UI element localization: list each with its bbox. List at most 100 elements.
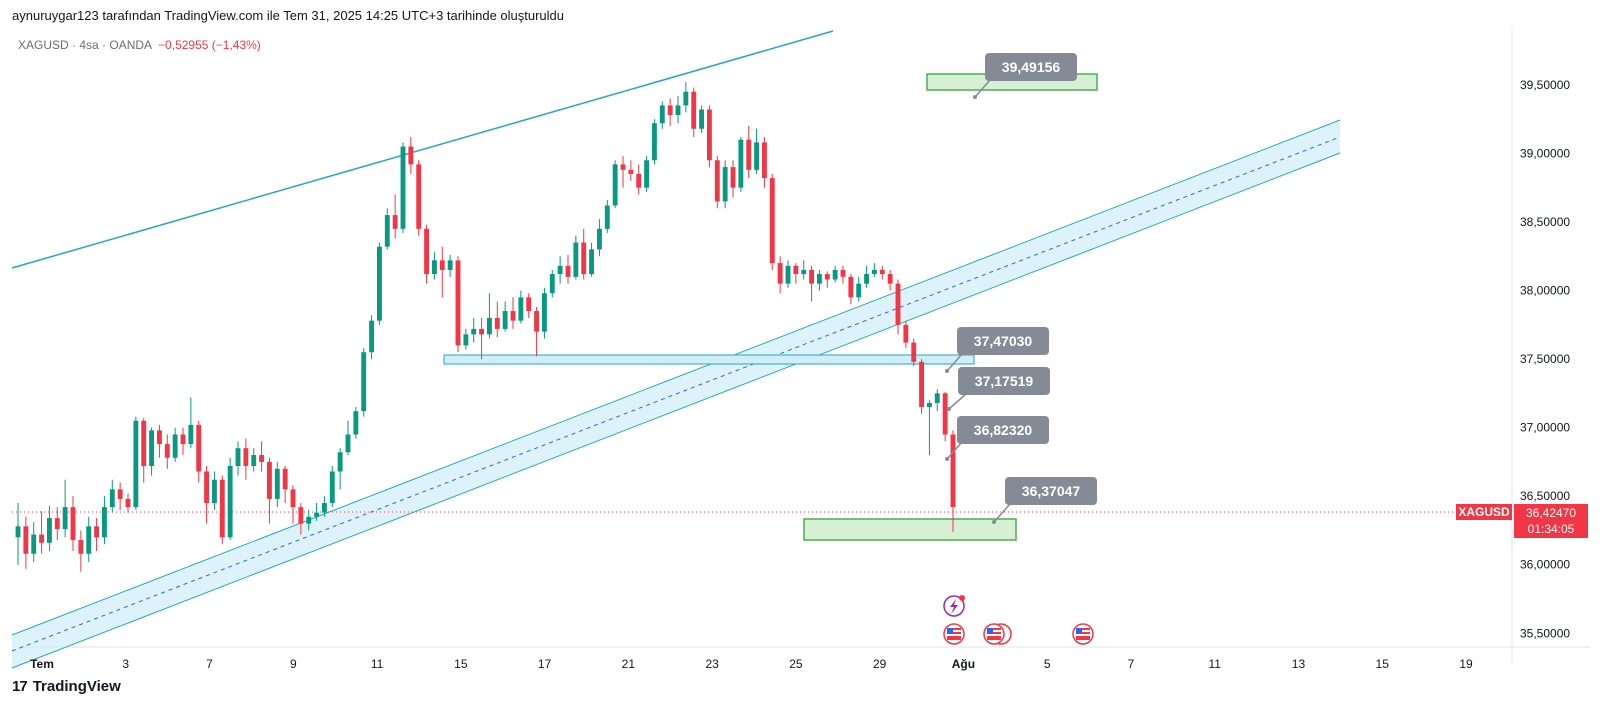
tradingview-logo: 17 [12,678,28,695]
candle-down [298,507,304,524]
candle-down [824,274,830,280]
callout-36-82320[interactable]: 36,82320 [945,416,1049,461]
candle-up [549,274,555,294]
candle-down [479,328,485,335]
callout-pointer [994,503,1011,522]
target-zone-bottom[interactable] [803,518,1017,541]
candle-down [746,139,752,170]
callout-37-47030[interactable]: 37,47030 [945,327,1049,373]
candle-up [384,215,390,247]
candle-up [31,534,37,554]
candle-down [769,178,775,264]
x-tick-label: 5 [1044,657,1051,671]
callout-39-49156[interactable]: 39,49156 [973,53,1077,99]
candle-up [400,146,406,229]
callout-text: 36,37047 [1022,483,1081,499]
candle-up [557,265,563,275]
lightning-event-icon[interactable] [943,595,965,617]
tradingview-brand: TradingView [32,678,121,695]
candle-up [337,452,343,472]
candle-up [15,526,21,538]
candle-down [667,105,673,116]
x-tick-label: 15 [1376,657,1390,671]
callout-36-37047[interactable]: 36,37047 [992,477,1097,524]
price-change: −0,52955 (−1,43%) [158,38,261,52]
candle-down [510,311,516,321]
us-flag-event-icon[interactable] [943,623,965,645]
callout-anchor [973,95,977,99]
x-tick-label: 9 [290,657,297,671]
channel-upper-line[interactable] [11,119,1341,636]
candle-down [117,489,123,499]
candle-down [628,169,634,174]
candle-down [777,263,783,284]
candle-down [793,265,799,275]
candle-up [699,109,705,129]
candle-down [204,471,210,504]
candle-up [361,352,367,412]
callout-anchor [945,457,949,461]
candle-up [321,503,327,513]
candle-up [934,393,940,403]
candle-down [706,109,712,161]
callout-text: 39,49156 [1002,59,1061,75]
candle-down [730,167,736,188]
candle-up [864,274,870,284]
candle-up [518,297,524,321]
candle-down [94,526,100,538]
candle-up [101,507,107,538]
candle-up [211,479,217,504]
candle-down [54,518,60,530]
candle-countdown: 01:34:05 [1528,522,1575,536]
candle-up [431,260,437,275]
us-flag-event-icon[interactable] [983,623,1012,645]
candle-up [683,91,689,106]
callout-box [957,327,1049,355]
time-axis[interactable]: Tem 3 7 9 11 15 17 21 23 25 29 Ağu 5 7 11 13 15 19 [30,657,1473,671]
candle-down [895,283,901,325]
symbol-info: XAGUSD · 4sa · OANDA −0,52955 (−1,43%) [18,38,261,52]
candle-down [534,311,540,332]
candle-up [573,242,579,277]
callout-box [985,53,1077,81]
candle-down [78,540,84,554]
x-tick-label: Ağu [952,657,975,671]
callout-37-17519[interactable]: 37,17519 [947,367,1050,411]
candle-up [659,105,665,124]
y-tick-label: 38,00000 [1520,284,1570,298]
candle-down [439,260,445,270]
tradingview-footer[interactable]: 17 TradingView [12,678,121,695]
candle-down [903,324,909,343]
candle-up [345,434,351,453]
channel-lower-line[interactable] [11,152,1341,669]
candle-up [856,283,862,298]
candle-up [369,320,375,353]
candle-up [754,142,760,170]
candle-up [463,334,469,346]
candle-up [353,411,359,435]
price-axis[interactable]: 35,50000 36,00000 36,50000 37,00000 37,50000… [1520,78,1570,640]
candle-up [235,448,241,467]
us-flag-event-icon[interactable] [1072,623,1094,645]
callout-box [1005,477,1097,505]
y-tick-label: 39,50000 [1520,78,1570,92]
candle-up [227,466,233,538]
x-tick-label: 11 [371,657,384,671]
upper-trendline[interactable] [11,30,834,269]
candle-up [486,317,492,335]
candle-up [149,430,155,467]
candle-down [911,342,917,362]
candle-down [424,228,430,275]
chart-credit: aynuruygar123 tarafından TradingView.com… [12,8,565,23]
x-tick-label: 7 [1128,657,1135,671]
y-tick-label: 36,50000 [1520,489,1570,503]
candle-down [196,424,202,472]
candle-down [243,448,249,467]
candle-down [455,260,461,346]
channel-mid-line[interactable] [11,136,1341,652]
y-tick-label: 35,50000 [1520,626,1570,640]
candles [15,82,956,572]
support-zone[interactable] [443,354,975,365]
y-tick-label: 39,00000 [1520,146,1570,160]
